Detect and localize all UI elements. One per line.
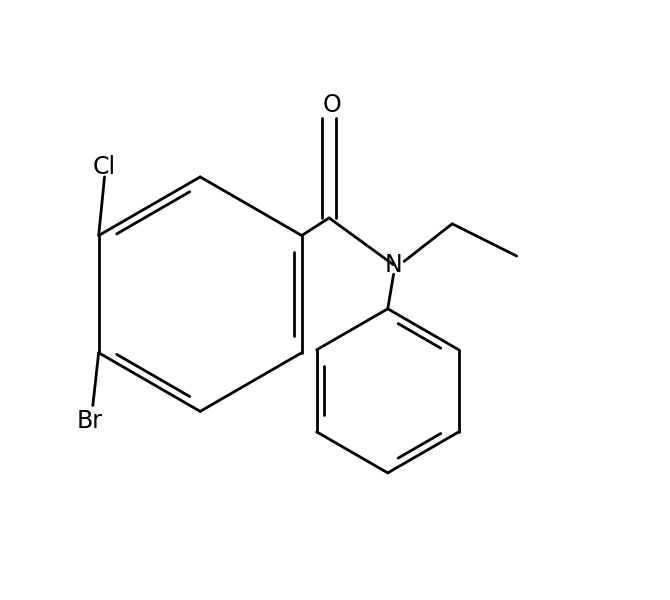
Text: Cl: Cl: [93, 155, 116, 179]
Text: N: N: [385, 253, 403, 277]
Text: Br: Br: [77, 409, 103, 433]
Text: O: O: [323, 94, 342, 118]
